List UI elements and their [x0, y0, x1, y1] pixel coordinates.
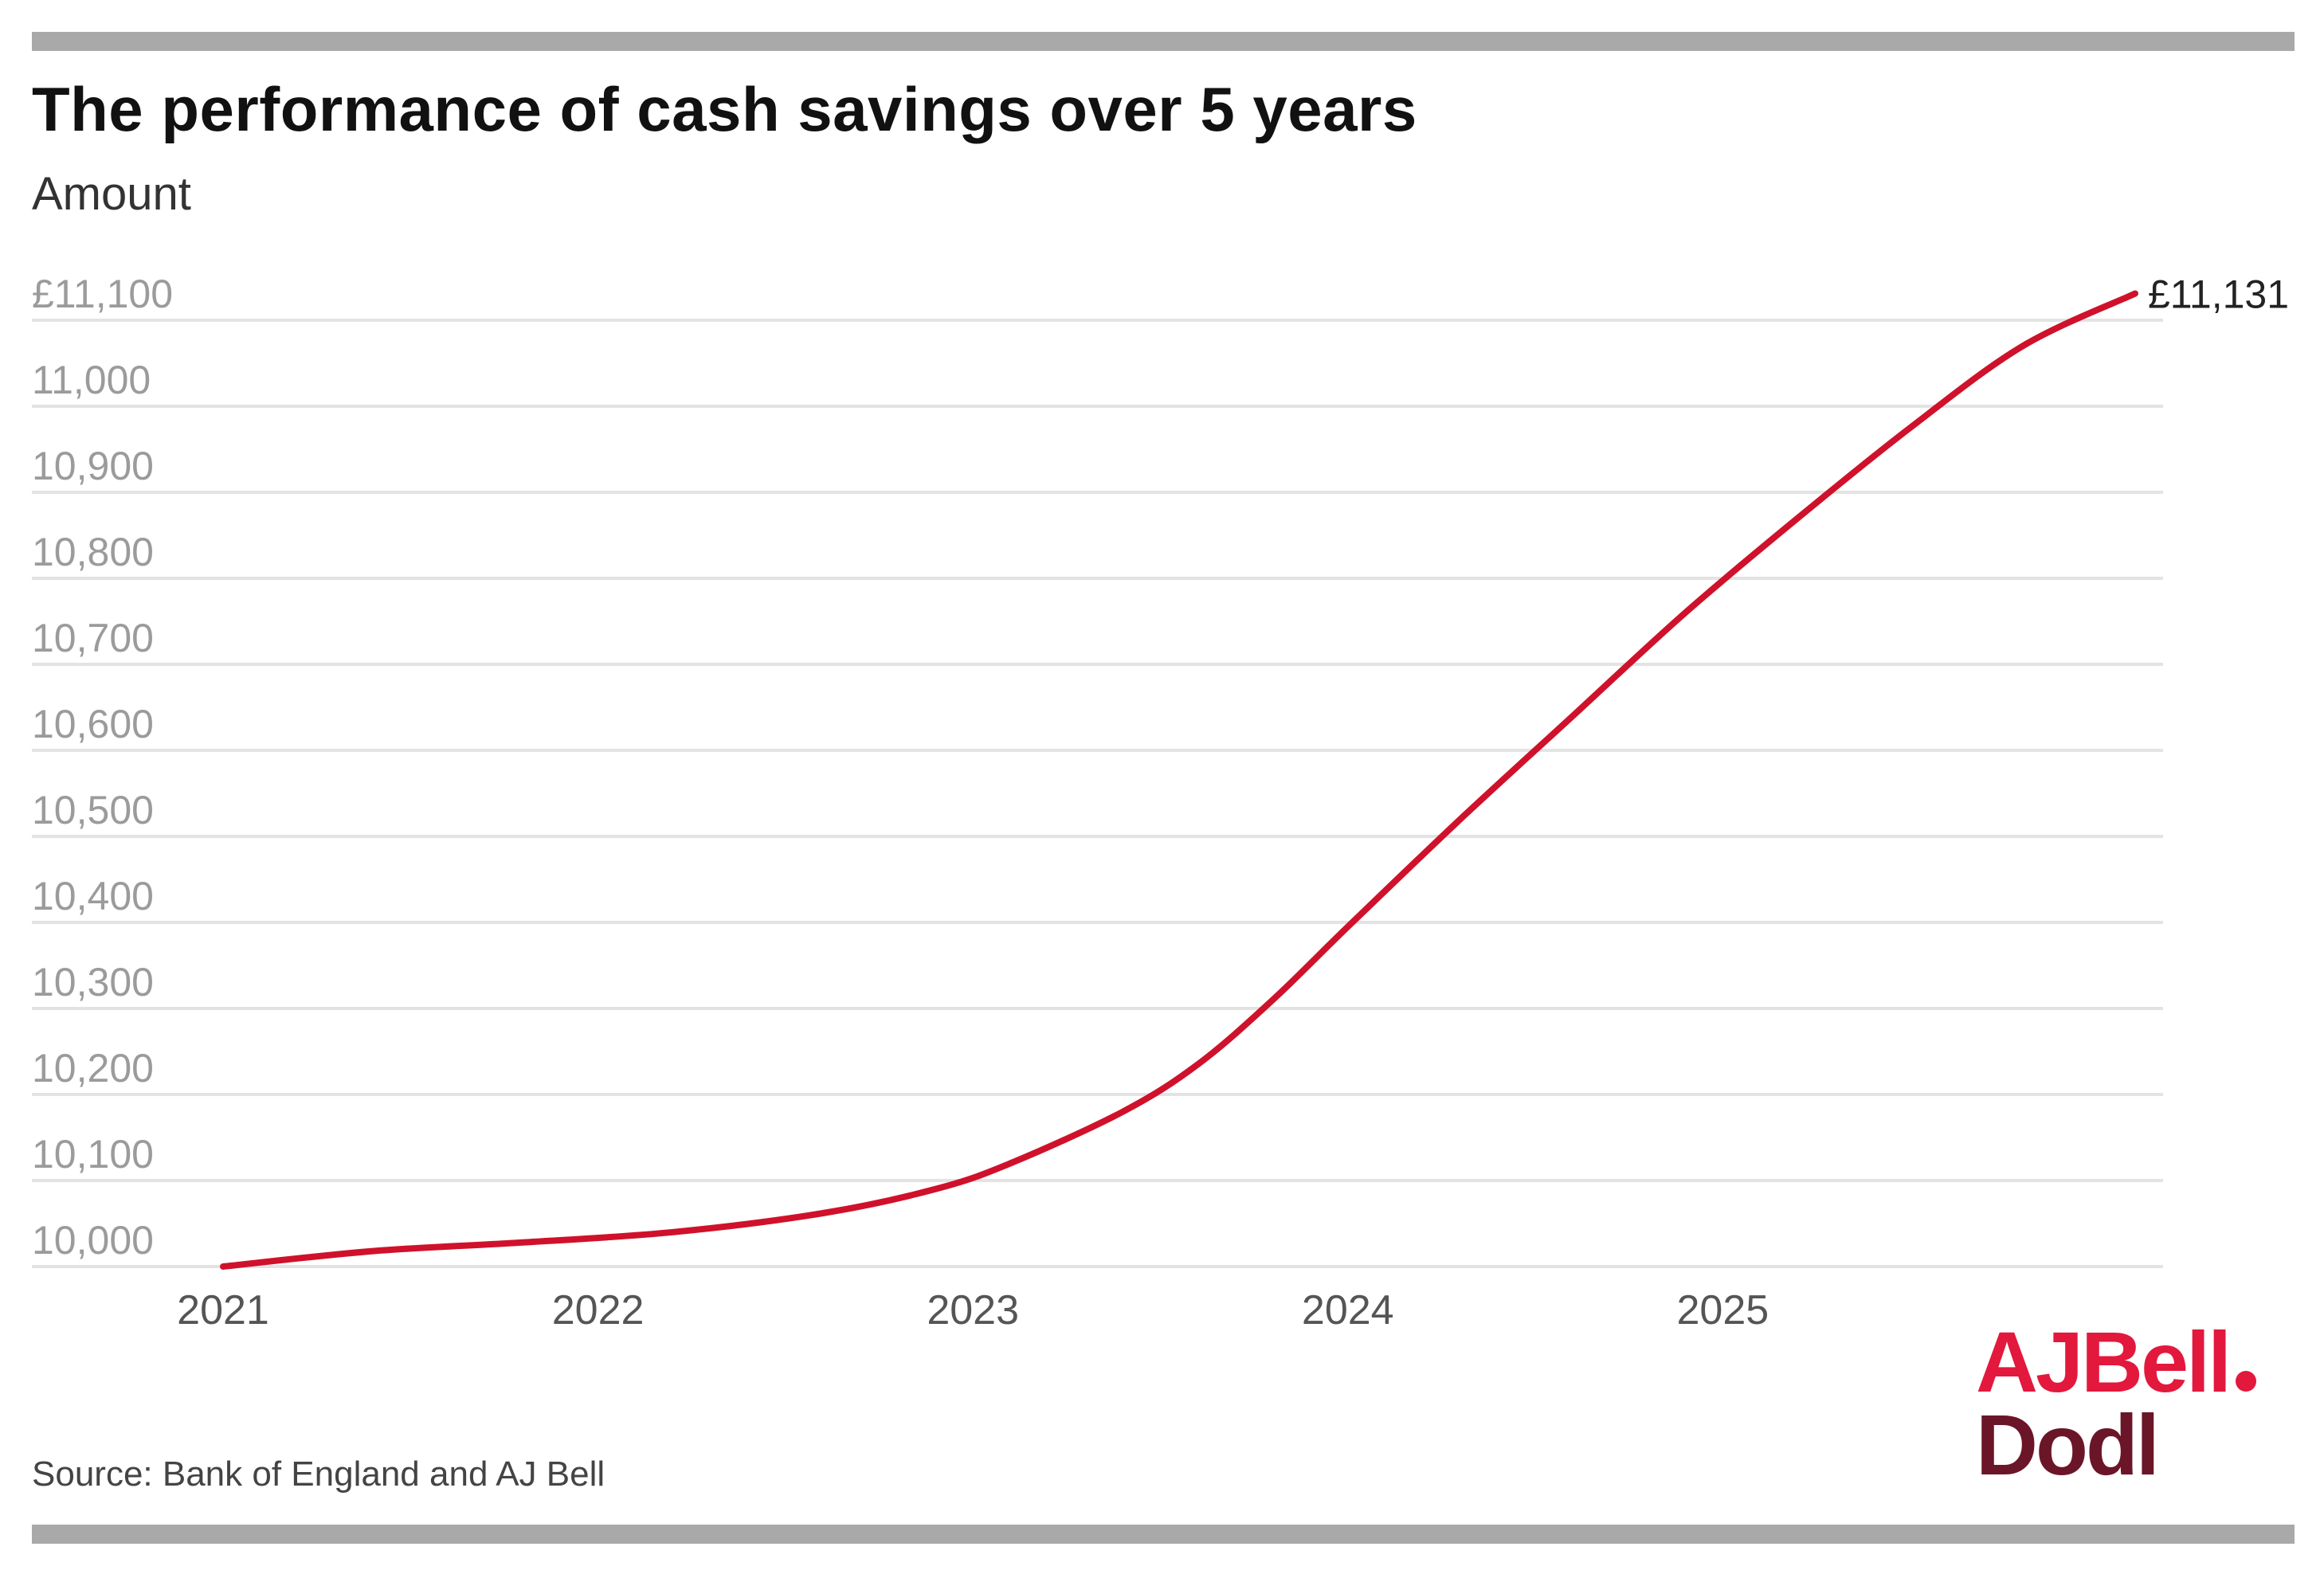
y-tick-label: 10,700	[32, 616, 154, 660]
brand-logo: AJBell Dodl	[1976, 1319, 2310, 1493]
y-tick-label: 10,200	[32, 1046, 154, 1090]
y-tick-label: £11,100	[32, 272, 173, 316]
y-tick-label: 10,000	[32, 1218, 154, 1263]
y-axis-title: Amount	[32, 168, 191, 220]
logo-line-dodl: Dodl	[1976, 1396, 2160, 1493]
x-tick-label: 2024	[1302, 1287, 1394, 1333]
x-tick-label: 2022	[552, 1287, 645, 1333]
y-tick-label: 10,600	[32, 702, 154, 746]
x-tick-label: 2021	[177, 1287, 269, 1333]
y-tick-label: 10,400	[32, 874, 154, 918]
x-tick-label: 2023	[927, 1287, 1019, 1333]
y-tick-label: 10,100	[32, 1132, 154, 1177]
y-tick-label: 10,900	[32, 444, 154, 488]
line-chart: 10,000 10,100 10,200 10,300 10,400 10,500 10,6…	[32, 272, 2289, 1333]
series-line	[220, 290, 2138, 1270]
source-note: Source: Bank of England and AJ Bell	[32, 1455, 605, 1494]
y-tick-label: 10,800	[32, 530, 154, 574]
logo-line-ajbell: AJBell	[1976, 1319, 2310, 1405]
y-tick-label: 10,300	[32, 960, 154, 1004]
y-tick-label: 11,000	[32, 358, 151, 402]
bottom-rule	[32, 1525, 2295, 1544]
chart-title: The performance of cash savings over 5 y…	[32, 74, 1417, 144]
logo-dot-icon	[2236, 1371, 2257, 1392]
top-rule	[32, 32, 2295, 51]
y-tick-label: 10,500	[32, 788, 154, 832]
x-tick-label: 2025	[1677, 1287, 1769, 1333]
end-value-label: £11,131	[2148, 272, 2289, 317]
